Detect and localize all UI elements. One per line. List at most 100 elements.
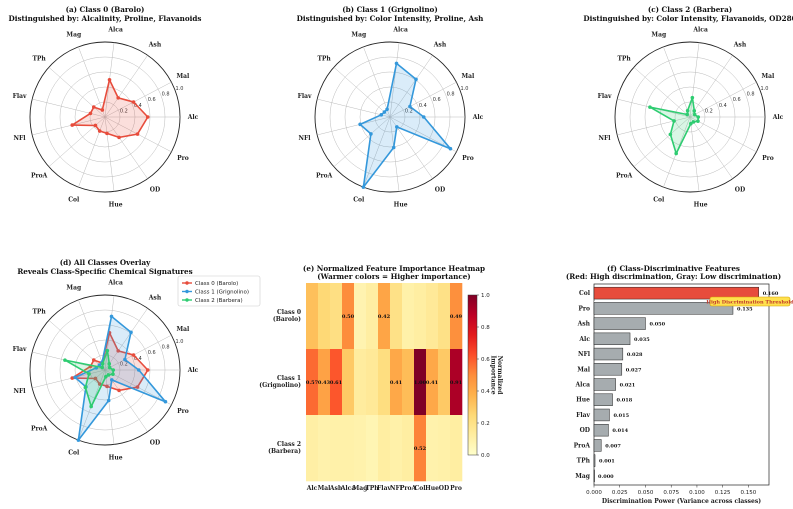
category-label: Alc [578,336,590,343]
axis-label: Col [653,196,665,203]
x-tick-label: 0.025 [612,490,628,496]
radial-tick: 0.4 [719,103,727,109]
heatmap-cell [330,349,343,416]
heatmap-cell [414,349,427,416]
data-point [116,349,121,353]
axis-label: TPh [32,309,46,316]
heatmap-cell [438,415,451,482]
radar-spoke [32,98,106,118]
data-point [117,388,121,393]
axis-label: TPh [617,56,631,63]
x-tick-label: 0.075 [663,490,679,496]
axis-label: Ash [148,42,162,49]
axis-label: Flav [298,93,312,100]
series-area-0 [71,79,149,139]
threshold-label: High Discrimination Threshold [706,300,793,306]
data-point [105,131,109,136]
radial-tick: 0.4 [419,103,427,109]
heatmap-cell [366,415,379,482]
colorbar-label-line: Importance [490,355,497,394]
data-point [395,125,399,129]
data-point [93,123,98,128]
legend-marker [185,289,189,294]
radar-panel-0: (a) Class 0 (Barolo)Distinguished by: Al… [9,5,202,208]
radial-tick: 0.8 [162,345,170,351]
data-point [63,358,67,362]
radar-spoke [104,55,148,118]
bar-value-label: 0.035 [634,337,650,343]
chart-title: (d) All Classes Overlay [60,258,151,267]
bar [593,378,616,391]
radar-spoke [104,116,115,192]
heatmap-cell [366,349,379,416]
axis-label: Ash [433,42,447,49]
data-point [163,399,168,404]
data-point [107,365,112,370]
bar-value-label: 0.015 [613,413,629,419]
radar-spoke [663,46,691,118]
radial-tick: 0.2 [705,108,713,114]
radar-spoke [104,308,148,371]
threshold-badge [709,296,791,307]
chart-title: (f) Class-Discriminative Features [607,264,740,273]
radar-spoke [104,81,172,118]
bar-value-label: 0.021 [620,383,636,389]
bar-value-label: 0.018 [617,398,633,404]
data-point [369,132,373,136]
axis-label: Flav [13,346,27,353]
bar-value-label: 0.007 [605,443,621,449]
column-label: Mal [318,485,332,492]
data-point [111,368,116,372]
axis-label: OD [435,186,445,193]
category-label: Ash [577,321,591,328]
data-point [110,378,114,382]
data-point [91,105,96,109]
row-label-line: Class 1 [277,375,301,382]
radar-spoke [333,116,391,167]
radar-spoke [363,116,391,188]
bar [593,347,624,361]
category-label: Mal [577,366,591,373]
data-point [97,363,102,367]
heatmap-cell [378,283,391,350]
radial-tick: 0.6 [148,350,156,356]
data-point [100,108,105,112]
axis-label: TPh [32,56,46,63]
heatmap-cell [402,283,415,350]
data-point [421,115,426,119]
heatmap-cell [378,349,391,416]
cell-value: 1.00 [414,380,427,386]
axis-label: OD [150,439,160,446]
data-point [674,151,678,156]
radial-tick: 1.0 [176,339,184,345]
radial-tick: 0.2 [120,361,128,367]
data-point [668,132,673,137]
column-label: Pro [450,485,462,492]
data-point [105,348,110,353]
colorbar-tick-label: 1.0 [481,293,490,299]
bar-value-label: 0.014 [612,428,628,434]
cell-value: 0.42 [378,314,391,320]
data-point [104,374,108,379]
radar-spoke [389,116,400,192]
axis-label: Mag [66,32,82,39]
data-point [87,372,91,376]
data-point [145,368,150,372]
heatmap-cell [354,349,367,416]
data-point [131,100,136,104]
radar-spoke [617,116,691,136]
category-label: TPh [577,458,591,465]
data-point [648,105,652,109]
radial-tick: 0.8 [747,92,755,98]
axis-label: Flav [13,93,27,100]
axis-label: NFl [599,135,612,142]
data-point [136,368,141,372]
radar-panel-1: (b) Class 1 (Grignolino)Distinguished by… [297,5,484,208]
heatmap-cell [378,415,391,482]
heatmap-cell [354,415,367,482]
colorbar-label: NormalizedImportance [490,355,504,395]
radar-spoke [689,55,733,118]
axis-label: Hue [109,201,123,208]
data-point [117,135,121,140]
colorbar-tick-label: 0.6 [481,357,490,363]
